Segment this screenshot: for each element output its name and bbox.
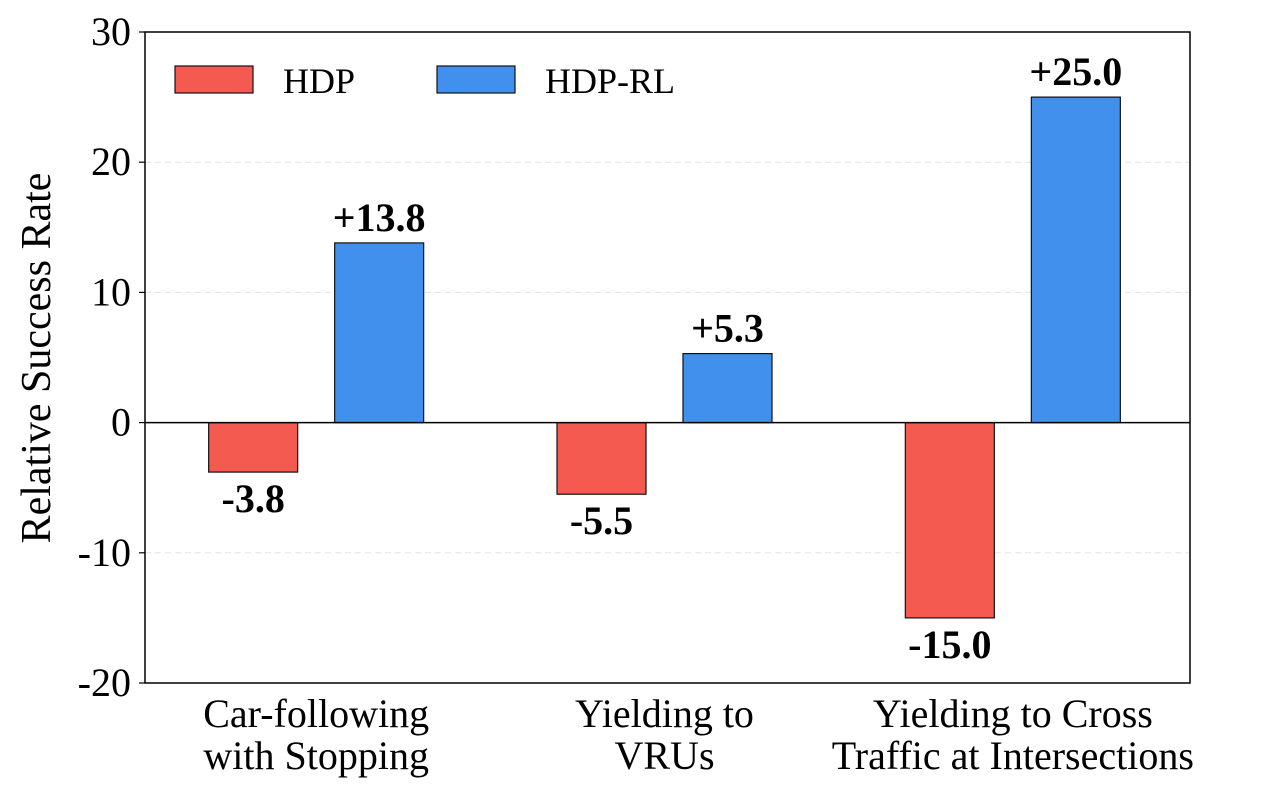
x-tick-label: Car-following (203, 691, 429, 736)
bar-hdp-rl (334, 242, 425, 424)
y-tick-label: 0 (111, 400, 131, 445)
y-tick-label: -20 (78, 660, 131, 705)
y-tick-label: -10 (78, 530, 131, 575)
data-label: +5.3 (691, 306, 764, 351)
x-tick-label: VRUs (614, 733, 714, 778)
data-label: -15.0 (908, 622, 991, 667)
x-tick-label: with Stopping (203, 733, 429, 778)
data-label: -5.5 (570, 498, 633, 543)
legend-swatch-hdp-rl (436, 65, 516, 94)
bar-hdp (208, 422, 299, 473)
x-tick-label: Yielding to (575, 691, 754, 736)
data-label: -3.8 (222, 476, 285, 521)
plot-frame (144, 31, 1191, 684)
data-label: +25.0 (1029, 49, 1122, 94)
bar-hdp (556, 422, 647, 495)
x-tick-label: Yielding to Cross (873, 691, 1153, 736)
data-label: +13.8 (333, 195, 426, 240)
y-tick-label: 10 (91, 269, 131, 314)
y-axis-label: Relative Success Rate (14, 173, 60, 544)
bar-hdp-rl (682, 352, 773, 424)
legend-label: HDP-RL (545, 61, 675, 101)
y-tick-label: 20 (91, 139, 131, 184)
bar-hdp (904, 422, 995, 619)
legend-label: HDP (283, 61, 355, 101)
y-tick-label: 30 (91, 9, 131, 54)
x-tick-label: Traffic at Intersections (832, 733, 1194, 778)
legend-swatch-hdp (174, 65, 254, 94)
bar-hdp-rl (1030, 96, 1121, 424)
